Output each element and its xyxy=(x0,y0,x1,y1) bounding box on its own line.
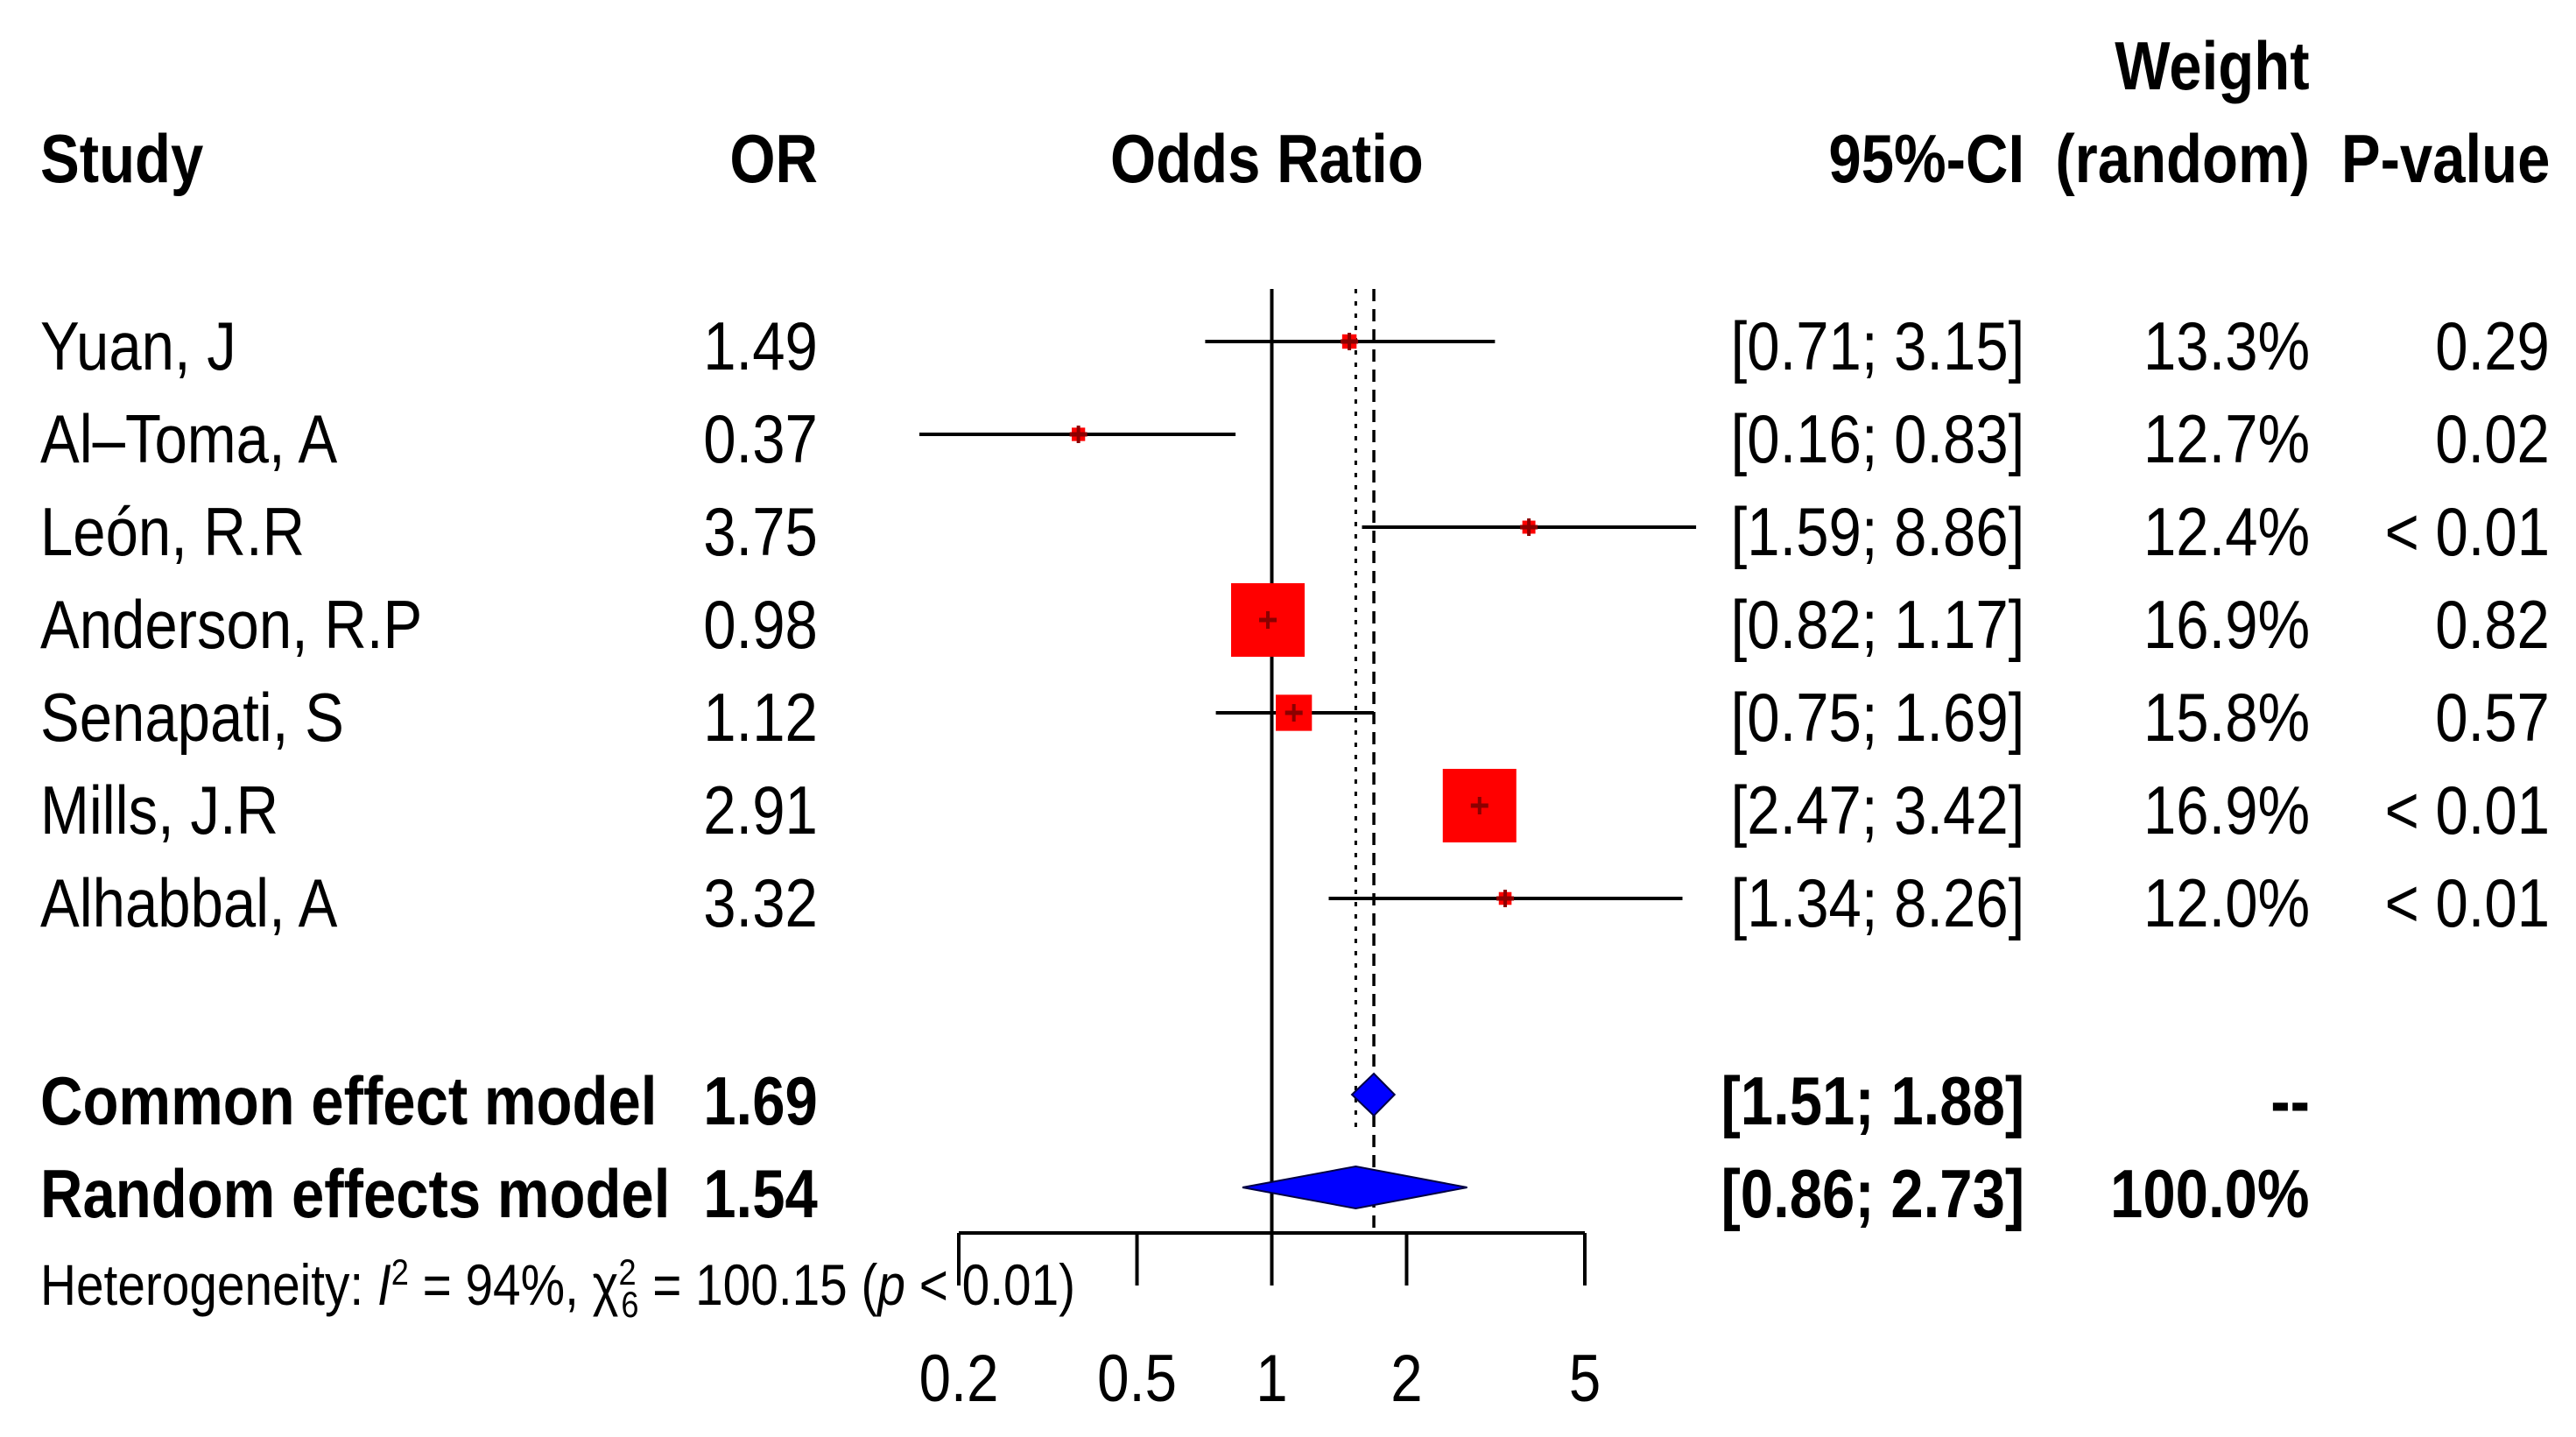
het-chi: χ xyxy=(592,1252,619,1317)
het-p-value: < 0.01) xyxy=(904,1252,1076,1317)
study-weight: 13.3% xyxy=(2143,307,2310,384)
study-pvalue: 0.57 xyxy=(2435,679,2550,756)
het-chi-value: = 100.15 ( xyxy=(638,1252,878,1317)
header-weight-top: Weight xyxy=(2115,27,2310,104)
heterogeneity-text: Heterogeneity: I2 = 94%, χ26 = 100.15 (p… xyxy=(40,1254,1075,1323)
study-weight: 12.4% xyxy=(2143,493,2310,570)
model-name: Common effect model xyxy=(40,1062,658,1139)
study-name: Yuan, J xyxy=(40,307,236,384)
header-ci: 95%-CI xyxy=(1828,120,2024,197)
study-pvalue: < 0.01 xyxy=(2384,493,2550,570)
header-pvalue: P-value xyxy=(2340,120,2550,197)
study-name: Anderson, R.P xyxy=(40,586,423,663)
x-tick-label: 1 xyxy=(1256,1342,1287,1416)
het-i-sup: 2 xyxy=(391,1251,409,1293)
study-ci: [1.59; 8.86] xyxy=(1730,493,2024,570)
study-name: Alhabbal, A xyxy=(40,864,338,941)
model-ci: [1.51; 1.88] xyxy=(1721,1062,2024,1139)
study-ci: [2.47; 3.42] xyxy=(1730,771,2024,849)
x-tick-label: 0.2 xyxy=(919,1342,999,1416)
x-tick-label: 2 xyxy=(1390,1342,1422,1416)
study-weight: 12.0% xyxy=(2143,864,2310,941)
model-weight: 100.0% xyxy=(2110,1155,2310,1232)
study-pvalue: < 0.01 xyxy=(2384,864,2550,941)
study-name: Mills, J.R xyxy=(40,771,279,849)
study-weight: 16.9% xyxy=(2143,771,2310,849)
study-pvalue: 0.82 xyxy=(2435,586,2550,663)
study-ci: [0.75; 1.69] xyxy=(1730,679,2024,756)
study-weight: 16.9% xyxy=(2143,586,2310,663)
study-ci: [1.34; 8.26] xyxy=(1730,864,2024,941)
study-ci: [0.16; 0.83] xyxy=(1730,400,2024,477)
study-pvalue: 0.29 xyxy=(2435,307,2550,384)
study-name: León, R.R xyxy=(40,493,306,570)
study-pvalue: 0.02 xyxy=(2435,400,2550,477)
het-i-value: = 94%, xyxy=(408,1252,593,1317)
study-pvalue: < 0.01 xyxy=(2384,771,2550,849)
model-ci: [0.86; 2.73] xyxy=(1721,1155,2024,1232)
header-odds-ratio: Odds Ratio xyxy=(1110,120,1424,197)
common-effect-diamond xyxy=(1350,1072,1397,1117)
study-weight: 12.7% xyxy=(2143,400,2310,477)
het-p: p xyxy=(877,1252,905,1317)
model-weight: -- xyxy=(2270,1062,2310,1139)
random-effects-diamond xyxy=(1242,1165,1467,1210)
study-name: Senapati, S xyxy=(40,679,344,756)
x-tick-label: 0.5 xyxy=(1097,1342,1177,1416)
study-or: 0.37 xyxy=(703,400,818,477)
study-or: 3.75 xyxy=(703,493,818,570)
header-study: Study xyxy=(40,120,204,197)
study-or: 0.98 xyxy=(703,586,818,663)
header-weight-bottom: (random) xyxy=(2055,120,2310,197)
study-or: 2.91 xyxy=(703,771,818,849)
study-ci: [0.71; 3.15] xyxy=(1730,307,2024,384)
model-or: 1.54 xyxy=(703,1155,818,1232)
model-or: 1.69 xyxy=(703,1062,818,1139)
het-chi-sup: 2 xyxy=(618,1251,637,1293)
study-or: 1.12 xyxy=(703,679,818,756)
study-or: 1.49 xyxy=(703,307,818,384)
study-or: 3.32 xyxy=(703,864,818,941)
model-name: Random effects model xyxy=(40,1155,671,1232)
het-prefix: Heterogeneity: xyxy=(40,1252,377,1317)
study-name: Al–Toma, A xyxy=(40,400,338,477)
het-i: I xyxy=(377,1252,391,1317)
study-ci: [0.82; 1.17] xyxy=(1730,586,2024,663)
header-or: OR xyxy=(729,120,818,197)
study-weight: 15.8% xyxy=(2143,679,2310,756)
x-tick-label: 5 xyxy=(1569,1342,1601,1416)
het-chi-sub: 6 xyxy=(621,1284,639,1326)
